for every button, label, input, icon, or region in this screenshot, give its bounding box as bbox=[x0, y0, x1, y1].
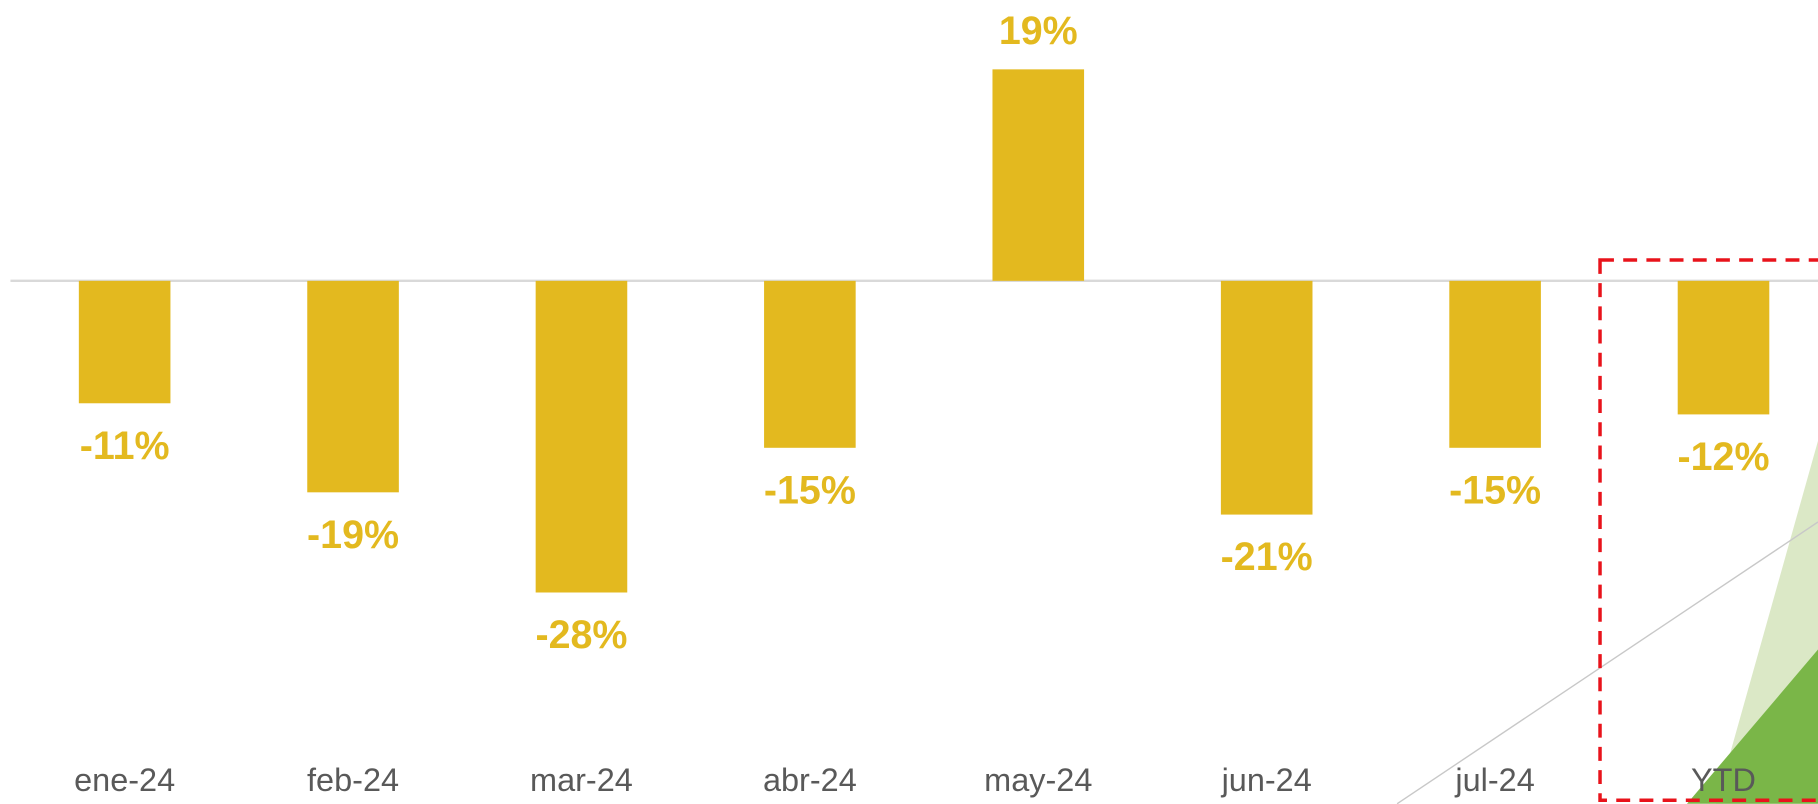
x-tick-label: jun-24 bbox=[1221, 762, 1312, 798]
value-label: -28% bbox=[535, 613, 627, 657]
x-tick-label: mar-24 bbox=[530, 762, 633, 798]
value-label: -21% bbox=[1221, 535, 1313, 579]
highlight-box bbox=[1598, 258, 1818, 803]
bar bbox=[307, 280, 399, 493]
value-label: -12% bbox=[1678, 435, 1770, 479]
value-label: -15% bbox=[764, 468, 856, 512]
value-label: -11% bbox=[80, 424, 170, 468]
bar bbox=[1677, 280, 1770, 415]
bar bbox=[1220, 280, 1313, 515]
bar bbox=[992, 69, 1085, 281]
bar bbox=[78, 280, 171, 404]
x-tick-label: jul-24 bbox=[1454, 762, 1534, 798]
x-tick-label: ene-24 bbox=[74, 762, 175, 798]
x-tick-label: YTD bbox=[1691, 762, 1756, 798]
x-tick-label: abr-24 bbox=[763, 762, 857, 798]
bar bbox=[535, 280, 628, 593]
x-tick-label: may-24 bbox=[984, 762, 1092, 798]
decor-triangle-dark bbox=[1686, 649, 1818, 804]
x-tick-label: feb-24 bbox=[307, 762, 399, 798]
bar bbox=[1449, 280, 1541, 448]
bar bbox=[764, 280, 856, 448]
value-label: -15% bbox=[1449, 468, 1541, 512]
value-label: 19% bbox=[999, 9, 1078, 53]
value-label: -19% bbox=[307, 513, 399, 557]
decor-line bbox=[1396, 521, 1818, 804]
